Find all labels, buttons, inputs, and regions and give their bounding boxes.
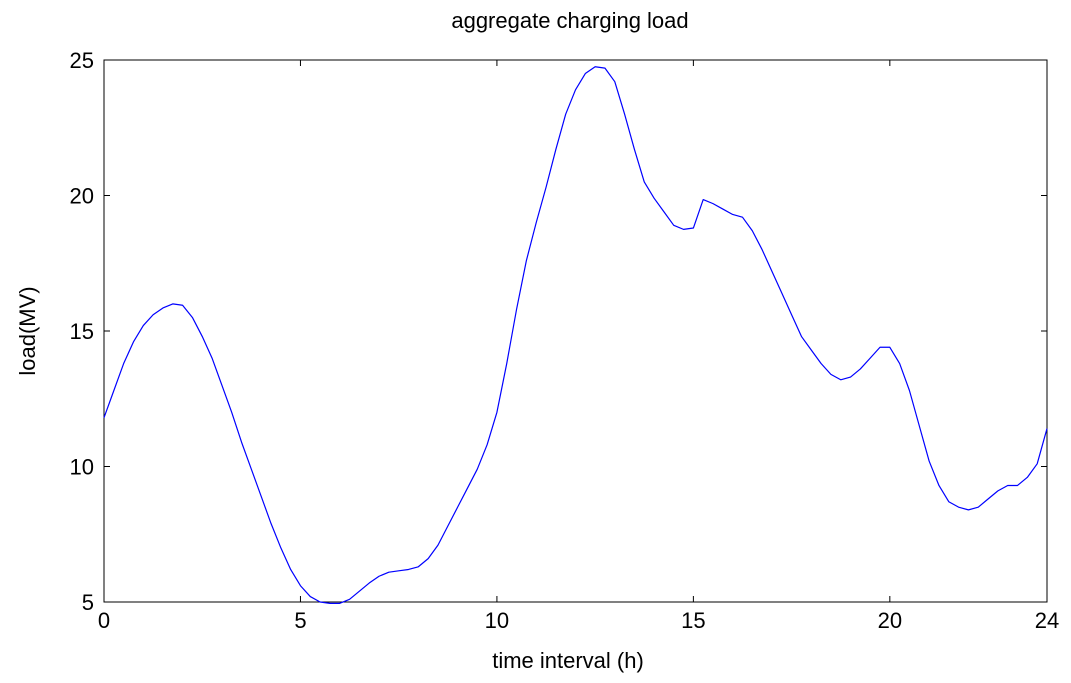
y-axis-label: load(MV): [15, 286, 40, 375]
y-tick-label: 10: [70, 455, 94, 480]
x-tick-label: 0: [98, 608, 110, 633]
plot-frame: [103, 59, 1048, 603]
x-tick-label: 15: [681, 608, 705, 633]
x-axis-label: time interval (h): [492, 648, 644, 673]
x-tick-label: 5: [294, 608, 306, 633]
x-tick-label: 20: [878, 608, 902, 633]
x-tick-label: 24: [1035, 608, 1059, 633]
axes: [103, 59, 1048, 603]
series-line: [103, 66, 1048, 604]
y-tick-label: 25: [70, 48, 94, 73]
plot-area: [103, 66, 1048, 604]
y-tick-label: 15: [70, 319, 94, 344]
y-tick-label: 5: [82, 590, 94, 615]
chart-title: aggregate charging load: [451, 8, 688, 33]
y-tick-label: 20: [70, 184, 94, 209]
x-tick-label: 10: [485, 608, 509, 633]
